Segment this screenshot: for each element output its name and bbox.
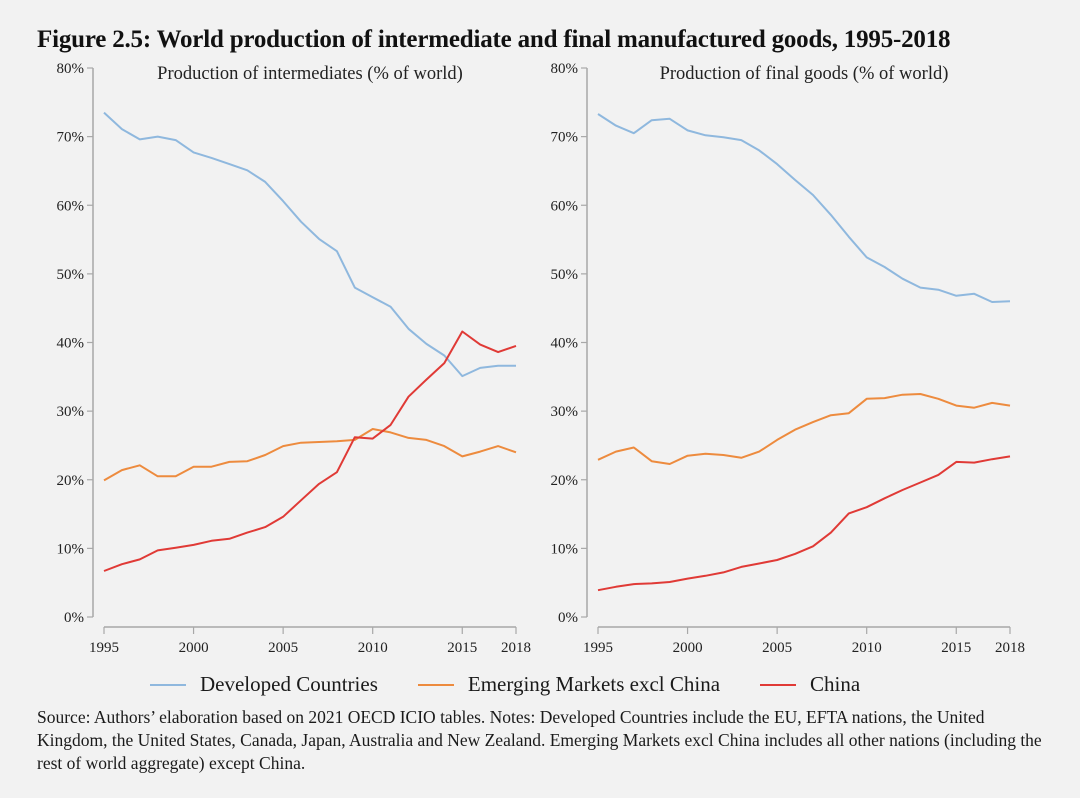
- y-tick-label: 60%: [57, 198, 85, 214]
- x-tick-label: 1995: [583, 640, 613, 656]
- legend-swatch-emerging: [417, 683, 454, 686]
- legend-label-developed: Developed Countries: [200, 672, 378, 696]
- series-line-emerging-markets-excl-china: [103, 428, 517, 482]
- legend-swatch-china: [760, 683, 797, 686]
- series-line-developed-countries: [597, 113, 1011, 303]
- legend-label-emerging: Emerging Markets excl China: [467, 672, 721, 696]
- legend-item-developed: Developed Countries: [150, 672, 378, 697]
- y-tick-label: 30%: [57, 404, 85, 420]
- x-tick-label: 2015: [447, 640, 477, 656]
- legend-item-emerging: Emerging Markets excl China: [417, 672, 721, 697]
- y-tick-label: 80%: [57, 61, 85, 77]
- y-tick-label: 20%: [57, 473, 85, 489]
- chart-title: Production of final goods (% of world): [660, 64, 949, 84]
- chart-title: Production of intermediates (% of world): [157, 64, 463, 84]
- series-line-developed-countries: [103, 111, 516, 378]
- y-tick-label: 70%: [57, 130, 85, 146]
- y-tick-label: 10%: [57, 541, 85, 557]
- series-line-china: [597, 455, 1011, 592]
- legend-label-china: China: [810, 672, 861, 696]
- series-line-china: [103, 330, 517, 572]
- legend-swatch-developed: [150, 683, 186, 686]
- series-emerging-markets-excl-china: [103, 428, 517, 482]
- x-tick-label: 1995: [89, 640, 119, 656]
- x-tick-label: 2018: [995, 640, 1025, 656]
- series-developed-countries: [597, 113, 1011, 303]
- legend: Developed Countries Emerging Markets exc…: [150, 672, 900, 697]
- x-tick-label: 2005: [268, 640, 298, 656]
- y-tick-label: 0%: [558, 610, 578, 626]
- x-tick-label: 2000: [179, 640, 209, 656]
- x-tick-label: 2010: [358, 640, 388, 656]
- y-tick-label: 80%: [551, 61, 579, 77]
- x-tick-label: 2018: [501, 640, 531, 656]
- x-tick-label: 2005: [762, 640, 792, 656]
- y-tick-label: 50%: [551, 267, 579, 283]
- source-note: Source: Authors’ elaboration based on 20…: [37, 707, 1042, 773]
- y-tick-label: 10%: [551, 541, 579, 557]
- series-china: [103, 330, 517, 572]
- figure-title: Figure 2.5: World production of intermed…: [37, 26, 951, 53]
- chart-panel-intermediates: 0% 10% 20% 30% 40% 50% 60% 70% 80% 1995 2000 2005 20…: [57, 61, 532, 656]
- y-tick-label: 70%: [551, 130, 579, 146]
- y-tick-label: 60%: [551, 198, 579, 214]
- x-tick-label: 2010: [852, 640, 882, 656]
- y-tick-label: 40%: [57, 336, 85, 352]
- series-line-emerging-markets-excl-china: [597, 393, 1011, 465]
- series-china: [597, 455, 1011, 592]
- y-tick-label: 50%: [57, 267, 85, 283]
- legend-item-china: China: [760, 672, 860, 697]
- chart-panel-final-goods: 0% 10% 20% 30% 40% 50% 60% 70% 80% 1995 2000 2005 20…: [551, 61, 1026, 656]
- y-tick-label: 40%: [551, 336, 579, 352]
- x-tick-label: 2000: [673, 640, 703, 656]
- y-tick-label: 0%: [64, 610, 84, 626]
- y-tick-label: 20%: [551, 473, 579, 489]
- series-developed-countries: [103, 111, 517, 378]
- y-tick-label: 30%: [551, 404, 579, 420]
- x-tick-label: 2015: [941, 640, 971, 656]
- series-emerging-markets-excl-china: [597, 393, 1011, 465]
